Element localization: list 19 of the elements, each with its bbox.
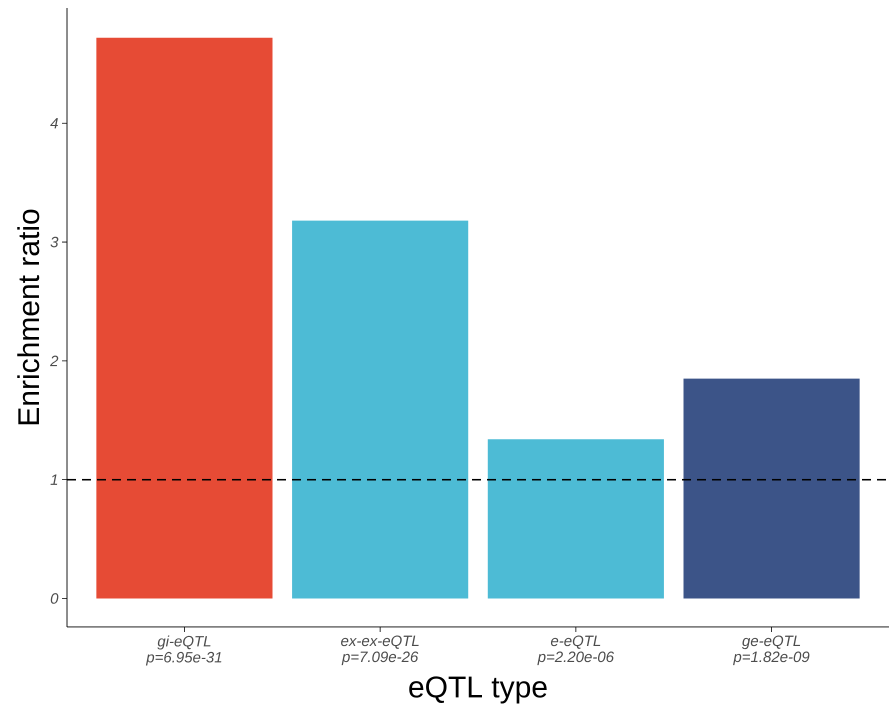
x-axis-title: eQTL type — [409, 676, 547, 704]
y-tick-label: 4 — [50, 118, 58, 128]
y-tick-label: 2 — [50, 356, 58, 366]
x-tick-label: e-eQTL — [550, 636, 600, 649]
y-axis-title: Enrichment ratio — [17, 210, 40, 424]
y-tick-label: 1 — [50, 474, 58, 485]
bar — [684, 378, 860, 598]
x-tick-label: ex-ex-eQTL — [341, 636, 419, 649]
text: p=1.82e-09 — [733, 652, 810, 666]
y-tick-label: 3 — [50, 236, 58, 248]
text: p=6.95e-31 — [146, 652, 222, 666]
text: p=7.09e-26 — [342, 652, 418, 666]
bar — [488, 439, 664, 598]
y-tick-label: 0 — [50, 593, 58, 604]
x-tick-label: ge-eQTL — [742, 636, 800, 650]
bar — [292, 220, 468, 598]
x-tick-label: gi-eQTL — [157, 636, 210, 650]
bar — [96, 38, 273, 598]
text: p=2.20e-06 — [537, 652, 614, 666]
